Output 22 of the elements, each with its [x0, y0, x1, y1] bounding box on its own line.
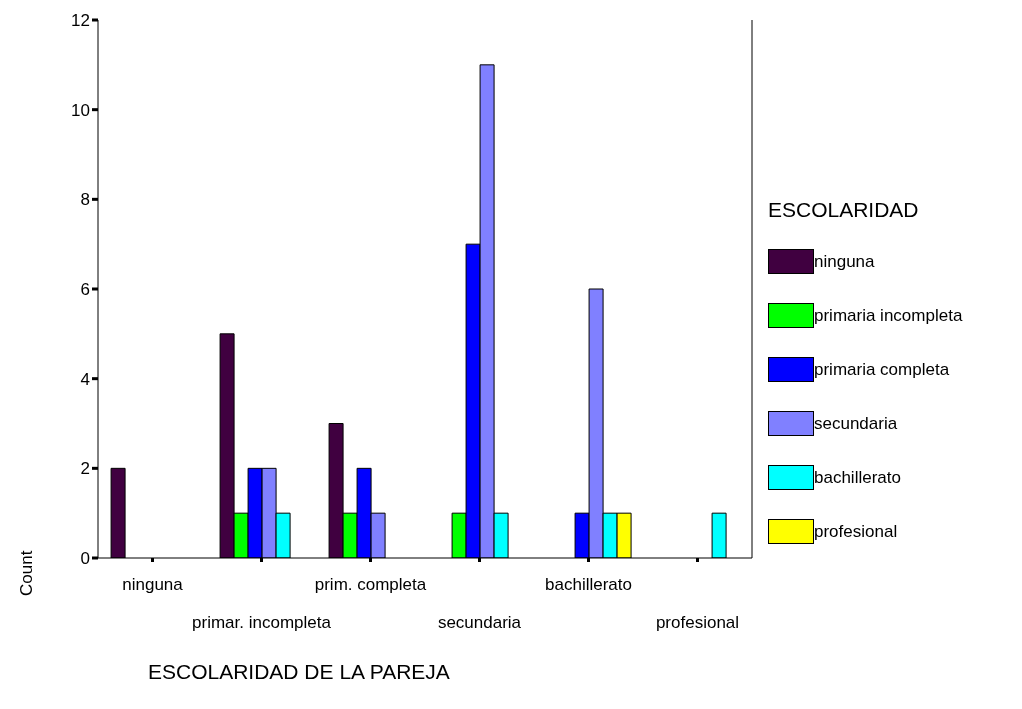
legend-label: profesional	[814, 521, 898, 542]
y-tick-label: 12	[71, 11, 90, 31]
y-tick-label: 10	[71, 100, 90, 120]
y-tick-label: 2	[80, 459, 90, 479]
y-axis-title: Count	[17, 550, 36, 596]
legend-label: bachillerato	[814, 467, 901, 488]
x-tick-label: profesional	[655, 613, 740, 632]
x-tick-label: bachillerato	[545, 575, 632, 594]
legend-title: ESCOLARIDAD	[768, 198, 920, 222]
legend-label: secundaria	[814, 413, 898, 434]
y-tick-label: 6	[80, 280, 90, 300]
y-tick-label: 0	[80, 549, 90, 569]
legend-label: primaria incompleta	[814, 305, 963, 326]
x-tick-label: ninguna	[122, 575, 184, 594]
legend-label: primaria completa	[814, 359, 950, 380]
x-tick-label: secundaria	[437, 613, 522, 632]
y-tick-label: 4	[80, 369, 90, 389]
x-axis-title: ESCOLARIDAD DE LA PAREJA	[148, 660, 450, 684]
x-tick-label: prim. completa	[314, 575, 427, 594]
legend-label: ninguna	[814, 251, 875, 272]
y-tick-label: 8	[80, 190, 90, 210]
x-tick-label: primar. incompleta	[192, 613, 332, 632]
